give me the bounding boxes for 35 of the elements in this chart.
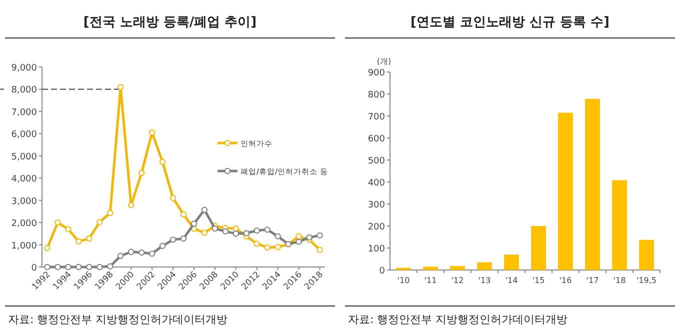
y-tick-label: 4,000	[11, 174, 38, 185]
y-tick-label: 900	[368, 68, 386, 78]
text: 자료: 행정안전부 지방행정인허가데이터개방	[348, 313, 568, 326]
chart-title: [연도별 코인노래방 신규 등록 수]	[410, 15, 610, 30]
y-tick-label: 800	[368, 90, 386, 100]
text: 자료: 행정안전부 지방행정인허가데이터개방	[8, 313, 228, 326]
x-tick-label: '17	[586, 276, 599, 285]
y-tick-label: 0	[31, 264, 38, 274]
x-tick-label: '11	[424, 276, 437, 285]
y-tick-label: 2,000	[11, 219, 38, 230]
x-tick-label: '14	[505, 276, 518, 285]
y-tick-label: 9,000	[11, 64, 38, 74]
y-tick-label: 500	[368, 156, 386, 166]
y-tick-label: 100	[368, 244, 386, 254]
y-tick-label: 8,000	[11, 86, 38, 96]
y-tick-label: 600	[368, 134, 386, 144]
y-tick-label: 5,000	[11, 152, 38, 162]
y-tick-label: 300	[368, 200, 386, 210]
y-tick-label: 1,000	[11, 241, 38, 252]
y-tick-label: 200	[368, 222, 386, 232]
x-tick-label: '16	[559, 276, 572, 285]
x-tick-label: '10	[397, 276, 410, 285]
y-tick-label: 0	[379, 266, 386, 276]
y-tick-label: 7,000	[11, 108, 38, 118]
x-tick-label: '19,5	[636, 276, 657, 285]
x-tick-label: '18	[613, 276, 626, 285]
y-tick-label: 3,000	[11, 196, 38, 207]
y-tick-label: 6,000	[11, 130, 38, 140]
x-tick-label: '13	[478, 276, 491, 285]
x-tick-label: '12	[451, 276, 464, 285]
y-tick-label: 700	[368, 112, 386, 122]
y-axis-title: (개)	[376, 57, 392, 66]
y-tick-label: 400	[368, 178, 386, 188]
chart-title: [전국 노래방 등록/폐업 추이]	[83, 15, 257, 30]
x-tick-label: '15	[532, 276, 545, 285]
